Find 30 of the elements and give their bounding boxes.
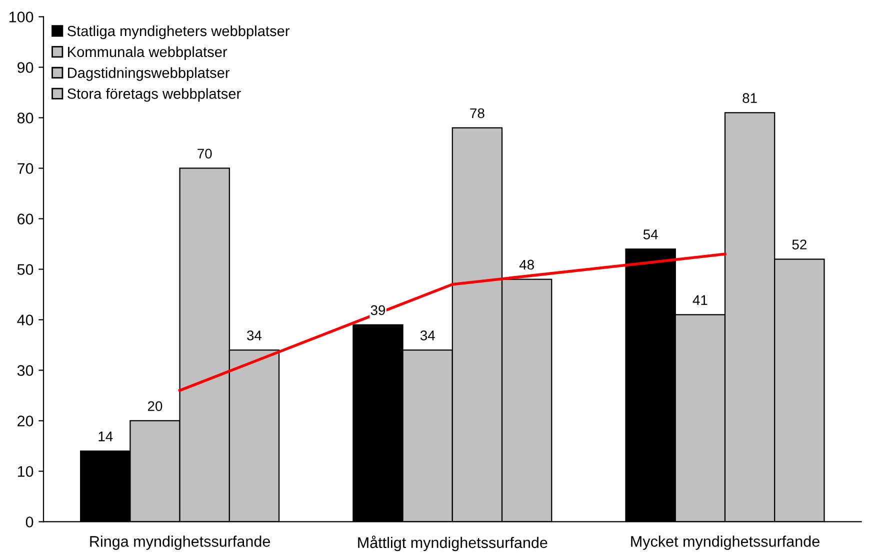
y-tick-label: 80 [17, 112, 34, 124]
legend-label: Statliga myndigheters webbplatser [67, 25, 290, 40]
data-label: 78 [470, 108, 484, 118]
y-tick-label: 0 [26, 516, 34, 528]
data-label: 14 [98, 432, 113, 442]
y-tick-label: 90 [18, 62, 34, 73]
y-tick-label: 20 [18, 416, 34, 426]
x-tick-label: Mycket myndighetssurfande [631, 536, 820, 550]
x-tick-label: Ringa myndighetssurfande [90, 536, 270, 550]
data-label: 52 [792, 240, 806, 250]
data-label: 48 [519, 260, 534, 270]
x-tick-label: Måttligt myndighetssurfande [358, 536, 548, 552]
y-tick-label: 30 [17, 365, 34, 376]
y-tick-label: 40 [17, 314, 34, 326]
data-label: 81 [742, 93, 757, 103]
y-tick-label: 60 [18, 214, 34, 224]
data-label: 34 [247, 330, 262, 340]
y-tick-label: 100 [9, 12, 34, 22]
legend-label: Dagstidningswebbplatser [68, 67, 230, 81]
data-label: 70 [198, 148, 212, 159]
legend-label: Stora företags webbplatser [67, 88, 241, 102]
data-label: 39 [370, 305, 386, 316]
data-label: 34 [420, 330, 435, 340]
y-tick-label: 10 [18, 466, 34, 477]
data-label: 20 [148, 401, 162, 412]
y-tick-label: 70 [18, 163, 34, 174]
data-label: 41 [692, 295, 708, 305]
y-tick-label: 50 [17, 264, 34, 275]
legend-label: Kommunala webbplatser [68, 46, 228, 60]
data-label: 54 [643, 230, 658, 240]
